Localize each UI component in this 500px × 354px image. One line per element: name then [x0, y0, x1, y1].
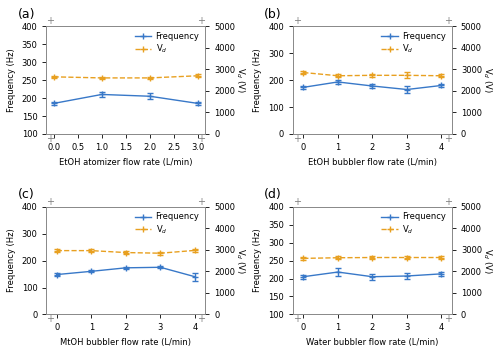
Y-axis label: V$_d$ (V): V$_d$ (V)	[480, 247, 493, 274]
Text: +: +	[46, 16, 54, 26]
Y-axis label: Frequency (Hz): Frequency (Hz)	[7, 229, 16, 292]
Text: +: +	[293, 314, 301, 325]
Text: +: +	[444, 134, 452, 144]
X-axis label: Water bubbler flow rate (L/min): Water bubbler flow rate (L/min)	[306, 338, 438, 347]
Y-axis label: V$_d$ (V): V$_d$ (V)	[480, 67, 493, 93]
Legend: Frequency, V$_d$: Frequency, V$_d$	[380, 30, 448, 57]
Text: +: +	[444, 314, 452, 325]
Text: +: +	[46, 134, 54, 144]
Text: +: +	[444, 16, 452, 26]
Text: +: +	[444, 196, 452, 207]
X-axis label: EtOH atomizer flow rate (L/min): EtOH atomizer flow rate (L/min)	[59, 158, 192, 167]
Y-axis label: V$_d$ (V): V$_d$ (V)	[234, 247, 246, 274]
Y-axis label: Frequency (Hz): Frequency (Hz)	[254, 229, 262, 292]
Text: +: +	[198, 134, 205, 144]
Text: +: +	[293, 16, 301, 26]
Text: +: +	[293, 134, 301, 144]
X-axis label: MtOH bubbler flow rate (L/min): MtOH bubbler flow rate (L/min)	[60, 338, 192, 347]
Legend: Frequency, V$_d$: Frequency, V$_d$	[133, 211, 201, 237]
Text: (d): (d)	[264, 188, 282, 201]
Text: +: +	[46, 314, 54, 325]
Text: (a): (a)	[18, 8, 36, 21]
Legend: Frequency, V$_d$: Frequency, V$_d$	[133, 30, 201, 57]
Y-axis label: Frequency (Hz): Frequency (Hz)	[254, 48, 262, 112]
Text: +: +	[293, 196, 301, 207]
Text: +: +	[198, 16, 205, 26]
Text: +: +	[198, 196, 205, 207]
X-axis label: EtOH bubbler flow rate (L/min): EtOH bubbler flow rate (L/min)	[308, 158, 437, 167]
Text: (b): (b)	[264, 8, 282, 21]
Y-axis label: Frequency (Hz): Frequency (Hz)	[7, 48, 16, 112]
Text: (c): (c)	[18, 188, 34, 201]
Legend: Frequency, V$_d$: Frequency, V$_d$	[380, 211, 448, 237]
Y-axis label: V$_d$ (V): V$_d$ (V)	[234, 67, 246, 93]
Text: +: +	[198, 314, 205, 325]
Text: +: +	[46, 196, 54, 207]
